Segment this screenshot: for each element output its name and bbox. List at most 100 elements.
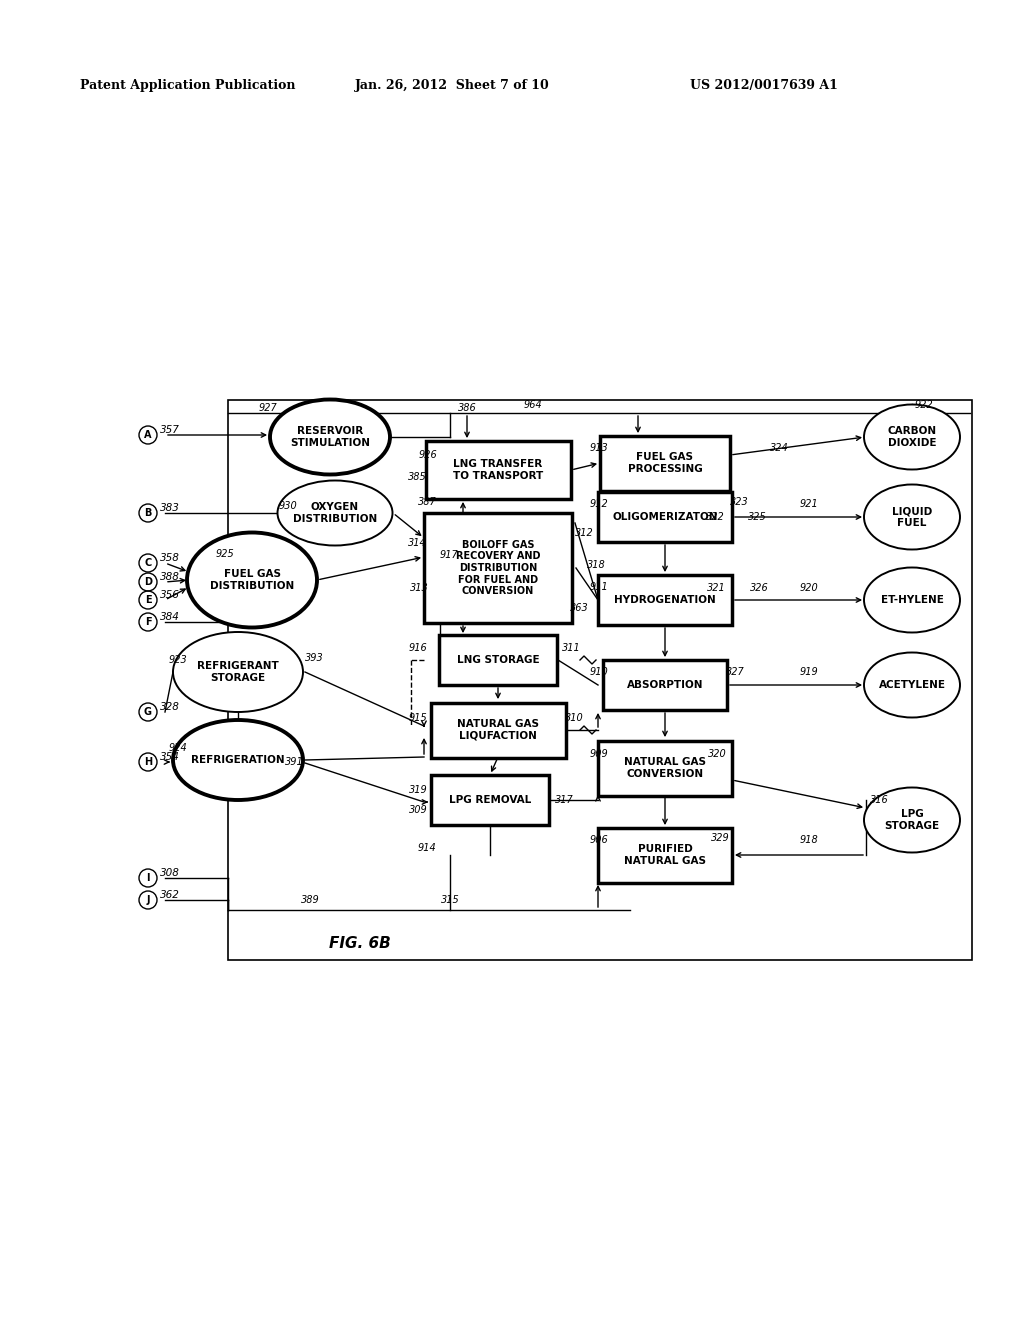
Text: FIG. 6B: FIG. 6B [329,936,391,952]
FancyBboxPatch shape [426,441,570,499]
Text: C: C [144,558,152,568]
Text: REFRIGERANT
STORAGE: REFRIGERANT STORAGE [198,661,279,682]
FancyBboxPatch shape [603,660,727,710]
Text: HYDROGENATION: HYDROGENATION [614,595,716,605]
Text: 391: 391 [285,756,304,767]
Text: 923: 923 [168,655,187,665]
Text: 388: 388 [160,572,180,582]
Text: 383: 383 [160,503,180,513]
Ellipse shape [278,480,392,545]
Text: 317: 317 [555,795,573,805]
Text: REFRIGERATION: REFRIGERATION [191,755,285,766]
Text: RESERVOIR
STIMULATION: RESERVOIR STIMULATION [290,426,370,447]
Text: D: D [144,577,152,587]
Text: 315: 315 [440,895,460,906]
Text: 906: 906 [589,836,608,845]
Ellipse shape [270,400,390,474]
Text: B: B [144,508,152,517]
Text: 308: 308 [160,869,180,878]
Text: 925: 925 [215,549,234,558]
Text: 313: 313 [411,583,429,593]
Text: 321: 321 [708,583,726,593]
Text: 320: 320 [709,748,727,759]
Text: 385: 385 [409,473,427,482]
Text: ABSORPTION: ABSORPTION [627,680,703,690]
Text: 914: 914 [417,843,436,853]
Text: 311: 311 [562,643,581,653]
FancyBboxPatch shape [431,775,549,825]
Text: Jan. 26, 2012  Sheet 7 of 10: Jan. 26, 2012 Sheet 7 of 10 [355,78,550,91]
Text: 358: 358 [160,553,180,564]
Text: 319: 319 [410,785,428,795]
Ellipse shape [187,532,317,627]
Text: 316: 316 [870,795,889,805]
Text: 324: 324 [770,444,788,453]
Text: E: E [144,595,152,605]
Text: 354: 354 [160,752,180,762]
Text: US 2012/0017639 A1: US 2012/0017639 A1 [690,78,838,91]
Text: 921: 921 [800,499,819,510]
Text: 909: 909 [589,748,608,759]
Text: 314: 314 [409,539,427,548]
Text: ACETYLENE: ACETYLENE [879,680,945,690]
Text: 363: 363 [570,603,589,612]
Text: 922: 922 [914,400,933,411]
Bar [228,400,972,960]
FancyBboxPatch shape [424,513,572,623]
Text: 326: 326 [750,583,769,593]
Text: 327: 327 [726,667,744,677]
Text: 384: 384 [160,612,180,622]
Text: 927: 927 [259,403,278,413]
Text: A: A [144,430,152,440]
Text: 318: 318 [587,560,606,570]
Text: 930: 930 [279,502,297,511]
Text: LNG STORAGE: LNG STORAGE [457,655,540,665]
Text: 924: 924 [168,743,187,752]
Text: 393: 393 [305,653,324,663]
Text: NATURAL GAS
LIQUFACTION: NATURAL GAS LIQUFACTION [457,719,539,741]
Text: 917: 917 [440,550,459,560]
Ellipse shape [173,632,303,711]
Text: OXYGEN
DISTRIBUTION: OXYGEN DISTRIBUTION [293,502,377,524]
Text: LPG
STORAGE: LPG STORAGE [885,809,940,830]
Text: H: H [144,756,152,767]
Text: LNG TRANSFER
TO TRANSPORT: LNG TRANSFER TO TRANSPORT [453,459,543,480]
Ellipse shape [173,719,303,800]
Text: 964: 964 [523,400,543,411]
Text: 329: 329 [712,833,730,843]
Text: F: F [144,616,152,627]
Ellipse shape [864,652,961,718]
Text: FUEL GAS
DISTRIBUTION: FUEL GAS DISTRIBUTION [210,569,294,591]
Text: 910: 910 [589,667,608,677]
Text: CARBON
DIOXIDE: CARBON DIOXIDE [888,426,937,447]
FancyBboxPatch shape [598,576,732,624]
Text: LPG REMOVAL: LPG REMOVAL [449,795,531,805]
Text: I: I [146,873,150,883]
Text: 926: 926 [418,450,437,459]
FancyBboxPatch shape [598,828,732,883]
Text: 309: 309 [410,805,428,814]
Text: PURIFIED
NATURAL GAS: PURIFIED NATURAL GAS [624,845,706,866]
Text: 913: 913 [589,444,608,453]
Text: 362: 362 [160,890,180,900]
FancyBboxPatch shape [430,702,565,758]
Text: 915: 915 [409,713,427,723]
Text: 919: 919 [800,667,819,677]
Text: 325: 325 [748,512,767,521]
Text: 328: 328 [160,702,180,711]
Ellipse shape [864,788,961,853]
Text: 912: 912 [589,499,608,510]
FancyBboxPatch shape [439,635,557,685]
Text: G: G [144,708,152,717]
Text: 920: 920 [800,583,819,593]
Text: 916: 916 [409,643,427,653]
Text: 357: 357 [160,425,180,436]
Text: J: J [146,895,150,906]
Text: NATURAL GAS
CONVERSION: NATURAL GAS CONVERSION [624,758,706,779]
FancyBboxPatch shape [600,436,730,491]
Text: 389: 389 [301,895,319,906]
Text: 387: 387 [418,498,437,507]
Text: BOILOFF GAS
RECOVERY AND
DISTRIBUTION
FOR FUEL AND
CONVERSION: BOILOFF GAS RECOVERY AND DISTRIBUTION FO… [456,540,541,597]
FancyBboxPatch shape [598,741,732,796]
Text: 356: 356 [160,590,180,601]
